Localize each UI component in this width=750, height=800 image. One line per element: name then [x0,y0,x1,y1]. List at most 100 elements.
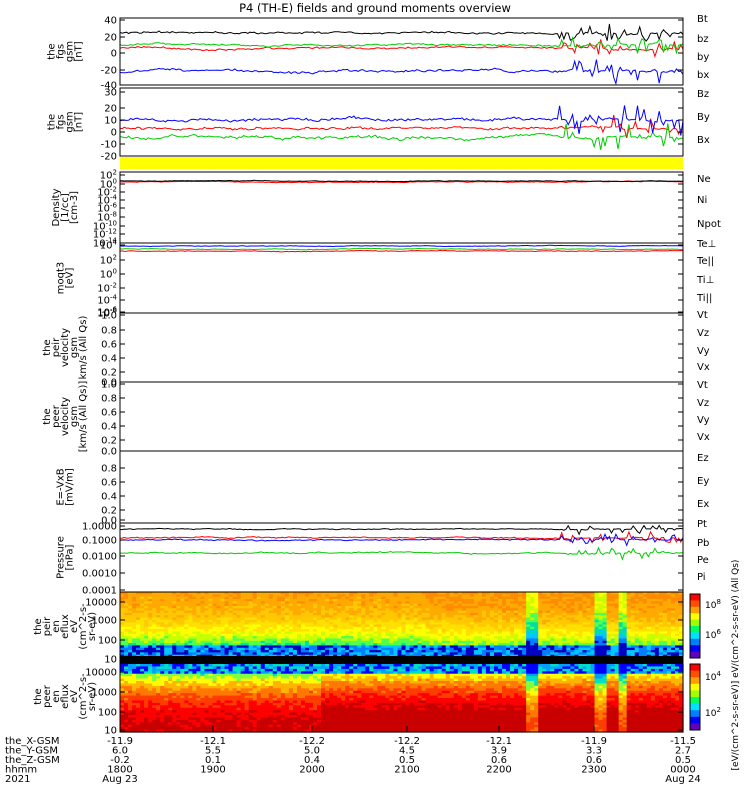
spectrogram-cell [510,647,515,651]
spectrogram-cell [622,619,628,623]
spectrogram-cell [493,643,499,646]
spectrogram-cell [124,688,129,692]
spectrogram-cell [393,640,399,644]
spectrogram-cell [646,617,652,621]
spectrogram-cell [498,636,503,640]
spectrogram-cell [401,640,407,644]
spectrogram-cell [204,698,210,702]
spectrogram-cell [425,650,431,653]
spectrogram-cell [220,722,226,726]
spectrogram-cell [562,629,567,633]
spectrogram-cell [453,647,459,651]
spectrogram-cell [152,673,157,677]
spectrogram-cell [208,638,214,642]
spectrogram-cell [252,592,258,595]
spectrogram-cell [538,645,543,649]
spectrogram-cell [610,629,616,633]
spectrogram-cell [156,645,161,649]
spectrogram-cell [144,594,149,598]
spectrogram-cell [132,596,137,600]
spectrogram-cell [578,631,584,635]
spectrogram-cell [674,622,680,626]
spectrogram-cell [276,596,282,600]
spectrogram-cell [140,650,145,653]
spectrogram-cell [176,629,181,633]
spectrogram-cell [188,643,193,646]
spectrogram-cell [425,636,431,640]
spectrogram-cell [449,629,455,633]
spectrogram-cell [650,647,656,651]
spectrogram-cell [449,598,455,602]
spectrogram-cell [678,636,684,640]
spectrogram-cell [140,698,145,702]
spectrogram-cell [296,636,302,640]
spectrogram-cell [477,622,483,626]
spectrogram-cell [156,640,161,644]
spectrogram-cell [457,592,463,595]
spectrogram-cell [188,645,193,649]
spectrogram-cell [518,596,523,600]
spectrogram-cell [369,596,374,600]
spectrogram-cell [510,612,515,616]
spectrogram-cell [252,693,258,697]
spectrogram-cell [132,676,137,680]
spectrogram-cell [602,652,608,656]
spectrogram-cell [550,633,555,637]
spectrogram-cell [542,598,547,602]
spectrogram-cell [606,638,612,642]
spectrogram-cell [405,619,411,623]
spectrogram-cell [124,666,129,670]
spectrogram-cell [276,615,282,619]
spectrogram-cell [409,603,415,607]
spectrogram-cell [670,624,676,628]
spectrogram-cell [393,633,399,637]
spectrogram-cell [272,603,278,607]
spectrogram-cell [642,603,648,607]
spectrogram-cell [510,645,515,649]
spectrogram-cell [542,624,547,628]
spectrogram-cell [309,645,314,649]
spectrogram-cell [160,717,165,721]
spectrogram-cell [156,633,161,637]
spectrogram-cell [168,685,173,689]
spectrogram-cell [284,605,290,609]
spectrogram-cell [172,668,177,672]
spectrogram-cell [550,652,555,656]
spectrogram-cell [437,624,443,628]
spectrogram-cell [120,666,125,670]
spectrogram-cell [240,598,246,602]
spectrogram-cell [369,608,374,612]
spectrogram-cell [401,612,407,616]
spectrogram-cell [232,724,238,728]
spectrogram-cell [284,608,290,612]
spectrogram-cell [602,626,608,630]
spectrogram-cell [485,605,491,609]
spectrogram-cell [357,633,362,637]
spectrogram-cell [441,640,447,644]
spectrogram-cell [385,598,391,602]
spectrogram-cell [353,619,358,623]
spectrogram-cell [321,633,326,637]
spectrogram-cell [120,610,125,614]
spectrogram-cell [602,615,608,619]
spectrogram-cell [614,650,620,653]
spectrogram-cell [272,610,278,614]
spectrogram-cell [678,626,684,630]
spectrogram-cell [156,631,161,635]
spectrogram-cell [510,615,515,619]
spectrogram-cell [405,633,411,637]
spectrogram-cell [506,633,511,637]
spectrogram-cell [337,605,342,609]
spectrogram-cell [510,596,515,600]
spectrogram-cell [160,664,165,668]
spectrogram-cell [264,673,270,677]
spectrogram-cell [506,592,511,595]
spectrogram-cell [325,608,330,612]
spectrogram-cell [457,615,463,619]
spectrogram-cell [300,652,306,656]
spectrogram-cell [345,636,350,640]
spectrogram-cell [658,598,664,602]
spectrogram-cell [642,633,648,637]
spectrogram-cell [260,647,266,651]
spectrogram-cell [385,624,391,628]
